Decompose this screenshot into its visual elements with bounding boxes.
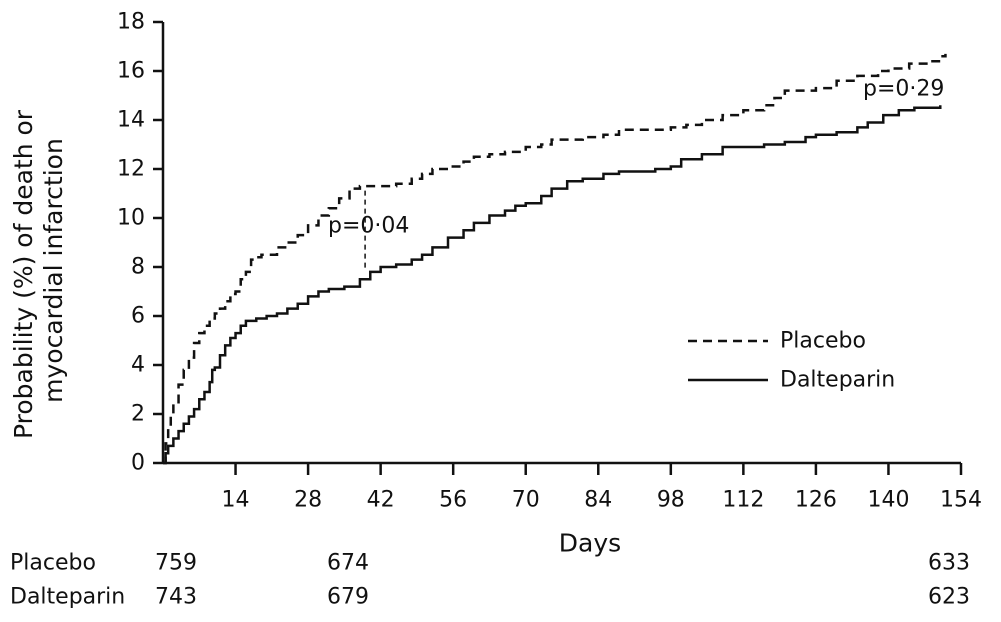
p-value-annotation-final: p=0·29 [863,77,944,102]
at-risk-placebo-value: 674 [327,551,369,576]
x-tick-label: 98 [657,488,685,513]
legend-dalteparin-label: Dalteparin [780,368,895,393]
y-tick-label: 2 [131,402,145,427]
at-risk-placebo-label: Placebo [10,551,96,576]
at-risk-placebo-value: 633 [928,551,970,576]
x-tick-label: 14 [222,488,250,513]
axes [161,22,961,465]
at-risk-placebo-value: 759 [155,551,197,576]
x-axis-label: Days [559,529,621,558]
at-risk-dalteparin-label: Dalteparin [10,585,125,610]
x-tick-label: 140 [867,488,909,513]
series-line-placebo [163,53,947,465]
legend: Placebo Dalteparin [688,329,895,393]
x-tick-label: 112 [722,488,764,513]
y-tick-label: 6 [131,304,145,329]
at-risk-dalteparin-value: 743 [155,585,197,610]
x-ticks: 14 28 42 56 70 84 98 112 126 140 154 [222,463,982,513]
y-axis-label-line-2: myocardial infarction [39,138,68,403]
y-tick-label: 8 [131,255,145,280]
x-tick-label: 42 [367,488,395,513]
y-ticks: 0 2 4 6 8 10 12 14 16 18 [117,10,163,476]
y-tick-label: 16 [117,59,145,84]
legend-placebo-label: Placebo [780,329,866,354]
y-tick-label: 0 [131,451,145,476]
p-value-annotation-early: p=0·04 [328,214,409,239]
y-tick-label: 10 [117,206,145,231]
y-tick-label: 12 [117,157,145,182]
x-tick-label: 126 [795,488,837,513]
x-tick-label: 70 [512,488,540,513]
series-layer [163,53,947,465]
x-tick-label: 84 [584,488,612,513]
y-tick-label: 14 [117,108,145,133]
y-axis-label: Probability (%) of death or myocardial i… [9,102,68,439]
x-tick-label: 56 [439,488,467,513]
at-risk-table: Placebo 759 674 633 Dalteparin 743 679 6… [10,551,970,610]
y-tick-label: 18 [117,10,145,35]
at-risk-dalteparin-value: 623 [928,585,970,610]
y-tick-label: 4 [131,353,145,378]
x-tick-label: 154 [940,488,982,513]
x-tick-label: 28 [294,488,322,513]
series-line-dalteparin [163,105,942,465]
at-risk-dalteparin-value: 679 [327,585,369,610]
y-axis-label-line-1: Probability (%) of death or [9,109,38,439]
